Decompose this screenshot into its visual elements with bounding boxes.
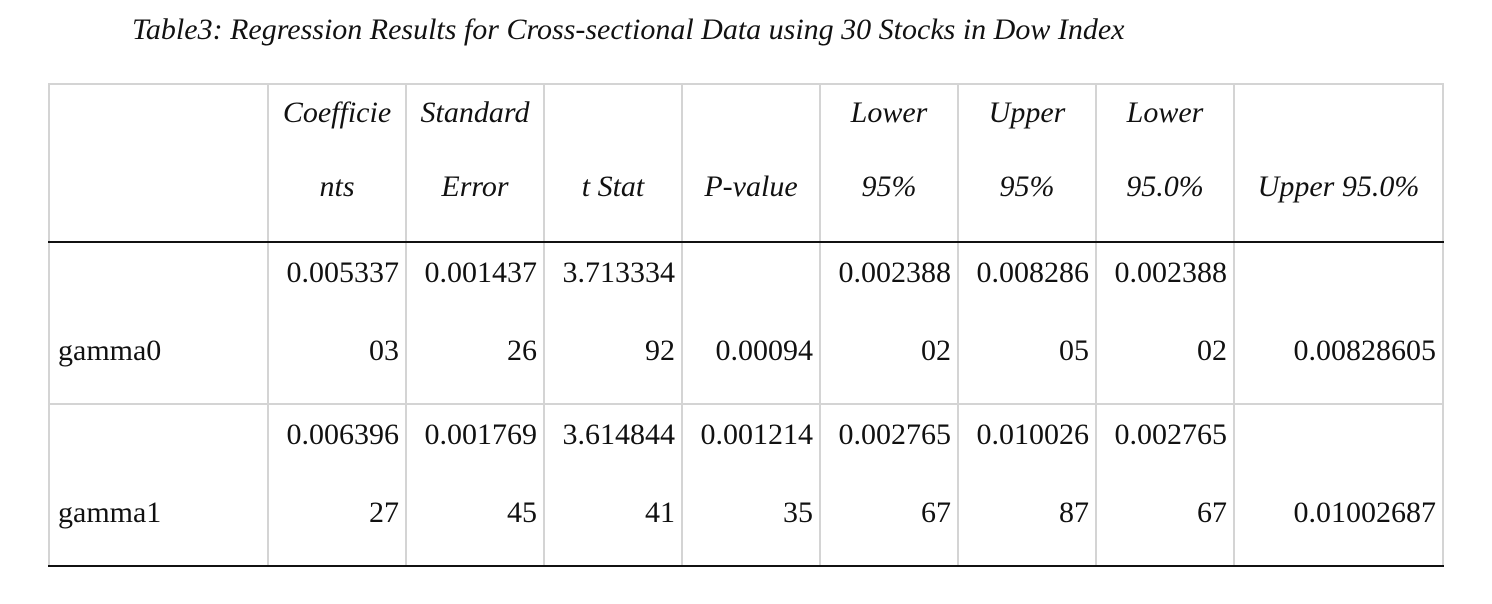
header-line: Error — [441, 170, 509, 203]
row-label: gamma1 — [48, 404, 269, 567]
header-cell-coefficients: Coefficie nts — [267, 83, 407, 243]
header-line — [547, 85, 679, 159]
header-line: Coefficie — [282, 96, 392, 129]
cell-upper-95-0: 0.01002687 — [1233, 404, 1444, 567]
cell-lower-95-0: 0.002765 67 — [1095, 404, 1235, 567]
header-line: Lower — [1126, 96, 1204, 129]
header-cell-empty — [48, 83, 269, 243]
header-line: 95% — [999, 170, 1055, 203]
header-line: Upper — [988, 96, 1066, 129]
header-line: Lower — [850, 96, 928, 129]
header-line — [1237, 85, 1440, 159]
header-cell-upper-95: Upper 95% — [957, 83, 1097, 243]
cell-p-value: 0.001214 35 — [681, 404, 821, 567]
cell-lower-95-0: 0.002388 02 — [1095, 242, 1235, 405]
cell-t-stat: 3.713334 92 — [543, 242, 683, 405]
header-line — [685, 85, 817, 159]
regression-table: Coefficie nts Standard Error t Stat P-valu… — [48, 83, 1444, 567]
header-cell-p-value: P-value — [681, 83, 821, 243]
cell-standard-error: 0.001437 26 — [405, 242, 545, 405]
cell-upper-95: 0.010026 87 — [957, 404, 1097, 567]
cell-upper-95-0: 0.00828605 — [1233, 242, 1444, 405]
cell-standard-error: 0.001769 45 — [405, 404, 545, 567]
header-cell-lower-95-0: Lower 95.0% — [1095, 83, 1235, 243]
header-line: t Stat — [581, 170, 645, 203]
header-line: Standard — [420, 96, 530, 129]
table-row-gamma1: gamma1 0.006396 27 0.001769 45 3.614844 41 … — [48, 404, 1444, 567]
cell-coefficients: 0.006396 27 — [267, 404, 407, 567]
table-caption: Table3: Regression Results for Cross-sec… — [132, 13, 1125, 46]
header-row: Coefficie nts Standard Error t Stat P-valu… — [48, 83, 1444, 243]
header-cell-t-stat: t Stat — [543, 83, 683, 243]
header-line: 95% — [861, 170, 917, 203]
cell-coefficients: 0.005337 03 — [267, 242, 407, 405]
row-label: gamma0 — [48, 242, 269, 405]
table-row-gamma0: gamma0 0.005337 03 0.001437 26 3.713334 92 … — [48, 242, 1444, 405]
header-cell-standard-error: Standard Error — [405, 83, 545, 243]
cell-lower-95: 0.002765 67 — [819, 404, 959, 567]
cell-lower-95: 0.002388 02 — [819, 242, 959, 405]
header-cell-upper-95-0: Upper 95.0% — [1233, 83, 1444, 243]
header-cell-lower-95: Lower 95% — [819, 83, 959, 243]
header-line: Upper 95.0% — [1257, 170, 1420, 203]
header-line: P-value — [704, 170, 798, 203]
cell-upper-95: 0.008286 05 — [957, 242, 1097, 405]
header-line: nts — [319, 170, 355, 203]
header-line: 95.0% — [1126, 170, 1204, 203]
cell-p-value: 0.00094 — [681, 242, 821, 405]
cell-t-stat: 3.614844 41 — [543, 404, 683, 567]
